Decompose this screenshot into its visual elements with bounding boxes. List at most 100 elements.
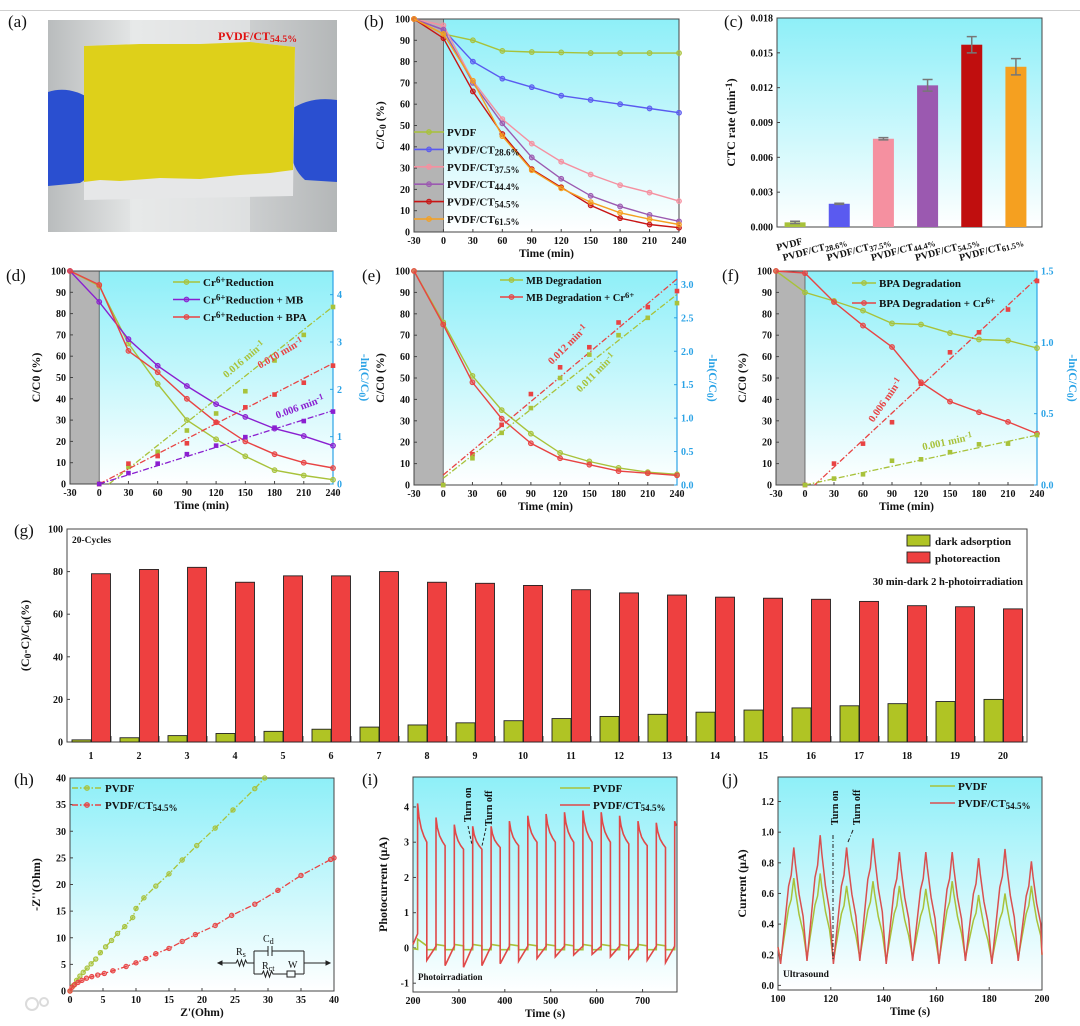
data-point — [889, 344, 895, 350]
bar — [828, 202, 850, 227]
x-category-label: 5 — [281, 751, 286, 762]
legend-label: PVDF/CT54.5% — [593, 800, 665, 813]
ln-data-point — [243, 434, 248, 440]
y-tick-label: 40 — [400, 142, 410, 153]
y-axis-title: -Z''(Ohm) — [29, 858, 43, 911]
data-point — [75, 979, 81, 986]
data-point — [528, 49, 535, 55]
x-tick-label: 30 — [263, 995, 273, 1006]
legend-marker — [84, 785, 90, 791]
y-tick-label: 20 — [56, 880, 66, 891]
bar-photoreaction — [907, 605, 927, 743]
legend-marker — [426, 146, 432, 153]
bar — [961, 35, 983, 228]
legend-label: MB Degradation — [526, 276, 602, 287]
legend-label: PVDF — [958, 781, 988, 793]
fit-line — [108, 305, 334, 485]
data-point — [300, 459, 307, 466]
y-tick-label: 30 — [400, 416, 410, 427]
y2-tick-label: 1.0 — [681, 414, 694, 425]
y-tick-label: 80 — [400, 309, 410, 320]
data-point — [528, 140, 535, 147]
panel-b: -30 0 30 60 90 120 150 180 210 240010203040506070… — [373, 15, 687, 261]
x-tick-label: 180 — [982, 994, 997, 1005]
ln-data-point — [674, 300, 680, 306]
series-line — [411, 16, 682, 205]
x-category-label: 16 — [806, 751, 816, 762]
data-point — [271, 467, 278, 474]
data-point — [889, 320, 895, 327]
photo-sample-label: PVDF/CT54.5% — [218, 29, 297, 45]
x-axis-title: Time (s) — [890, 1006, 931, 1018]
ln-data-point — [126, 470, 131, 476]
x-tick-label: -30 — [407, 236, 420, 247]
bar-photoreaction — [379, 571, 399, 743]
data-point — [80, 969, 86, 976]
ln-data-point — [831, 461, 837, 466]
ln-data-point — [155, 461, 160, 466]
ln-data-point — [243, 405, 248, 410]
bar-dark-adsorption — [839, 705, 860, 743]
x-tick-label: 120 — [553, 489, 568, 500]
x-tick-label: 90 — [182, 488, 192, 499]
panel-c: 0.000 0.003 0.006 0.009 0.012 0.015 0.018 CTC r… — [724, 14, 1043, 264]
data-point — [976, 409, 982, 416]
ln-data-point — [557, 365, 563, 370]
bar-photoreaction — [523, 584, 543, 743]
ln-data-point — [184, 451, 190, 457]
bar-dark-adsorption — [983, 698, 1004, 743]
left-glove — [48, 89, 95, 186]
bar-photoreaction — [619, 592, 639, 743]
ln-data-point — [330, 304, 336, 310]
dark-region — [414, 271, 444, 485]
bar-photoreaction — [139, 569, 159, 743]
y-tick-label: 80 — [53, 567, 63, 578]
panel-e: -30 0 30 60 90 120 150 180 210 240010203040506070… — [373, 267, 720, 514]
data-point — [676, 221, 682, 228]
plot-frame — [777, 776, 1043, 991]
y-tick-label: 60 — [400, 100, 410, 111]
y-tick-label: 90 — [762, 288, 772, 299]
data-point — [499, 120, 506, 127]
y-tick-label: 10 — [400, 206, 410, 217]
y-tick-label: 1 — [404, 908, 409, 919]
data-point — [860, 307, 866, 314]
ln-data-point — [126, 464, 131, 470]
y-tick-label: 100 — [48, 525, 63, 536]
panel-h: 0 5 10 15 20 25 30 35 40 0 5 10 15 20 25 30 35 40 Z'(Ohm) -… — [29, 774, 339, 1020]
data-point — [469, 372, 476, 379]
data-point — [212, 922, 218, 929]
ln-data-point — [213, 420, 219, 425]
y-tick-label: 90 — [400, 288, 410, 299]
ln-data-point — [272, 392, 277, 397]
legend-item: PVDF/CT28.6% — [414, 144, 519, 157]
data-point — [617, 50, 624, 56]
plot-area — [776, 271, 1037, 485]
data-point — [469, 77, 476, 84]
legend-swatch — [906, 551, 931, 564]
error-bar — [834, 202, 845, 206]
data-point — [499, 75, 506, 82]
data-point — [110, 968, 116, 974]
y-tick-label: 35 — [56, 800, 66, 811]
ln-data-point — [243, 388, 248, 394]
cycles-annotation: 20-Cycles — [72, 536, 111, 546]
x-tick-label: 30 — [468, 236, 478, 247]
panel-label: (a) — [8, 12, 27, 31]
y-tick-label: 60 — [53, 610, 63, 621]
bar-dark-adsorption — [647, 713, 668, 743]
panel-label: (g) — [14, 521, 34, 540]
series-path — [413, 18, 680, 226]
y-tick-label: 100 — [395, 15, 410, 26]
y-tick-label: 30 — [762, 416, 772, 427]
legend-marker — [426, 163, 432, 170]
panel-i: 200 300 400 500 600 700 -1 0 1 2 3 4 Time (s) Photocu… — [376, 776, 678, 1020]
y2-tick-label: 0 — [337, 480, 342, 491]
series-line — [411, 268, 680, 479]
ln-data-point — [976, 330, 982, 335]
data-point — [587, 50, 594, 56]
data-point — [194, 842, 200, 849]
ln-series — [96, 409, 336, 487]
x-tick-label: -30 — [769, 489, 782, 500]
data-point — [557, 450, 564, 456]
